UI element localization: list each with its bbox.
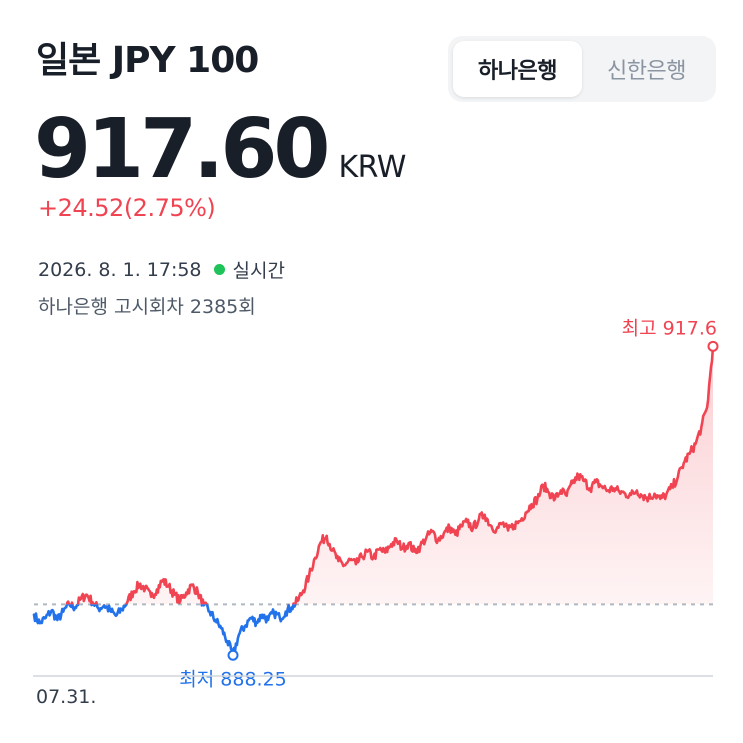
live-label: 실시간: [232, 260, 285, 282]
timestamp: 2026. 8. 1. 17:58: [38, 258, 202, 281]
currency-unit: KRW: [338, 150, 406, 185]
price-change: +24.52(2.75%): [38, 194, 216, 222]
currency-title: 일본 JPY 100: [36, 40, 259, 81]
bank-toggle: 하나은행 신한은행: [448, 36, 716, 102]
highMarker-label: 최고 917.6: [622, 317, 717, 339]
highMarker-dot: [707, 340, 719, 352]
chart-series-line-up: [65, 345, 715, 605]
timestamp-row: 2026. 8. 1. 17:58 실시간: [38, 256, 285, 283]
bank-tab-hana[interactable]: 하나은행: [453, 41, 582, 97]
current-price: 917.60: [34, 102, 330, 197]
price-row: 917.60 KRW: [34, 100, 406, 200]
live-dot-icon: [213, 264, 225, 275]
bank-tab-shinhan[interactable]: 신한은행: [607, 59, 686, 84]
chart-low-marker: 최저 888.25: [179, 649, 287, 690]
chart-high-marker: 최고 917.6: [622, 317, 719, 352]
chart-x-label: 07.31.: [36, 686, 97, 708]
lowMarker-label: 최저 888.25: [179, 668, 286, 690]
lowMarker-dot: [227, 649, 239, 661]
notice-info: 하나은행 고시회차 2385회: [38, 296, 256, 318]
chart-area-fill: [34, 346, 713, 605]
